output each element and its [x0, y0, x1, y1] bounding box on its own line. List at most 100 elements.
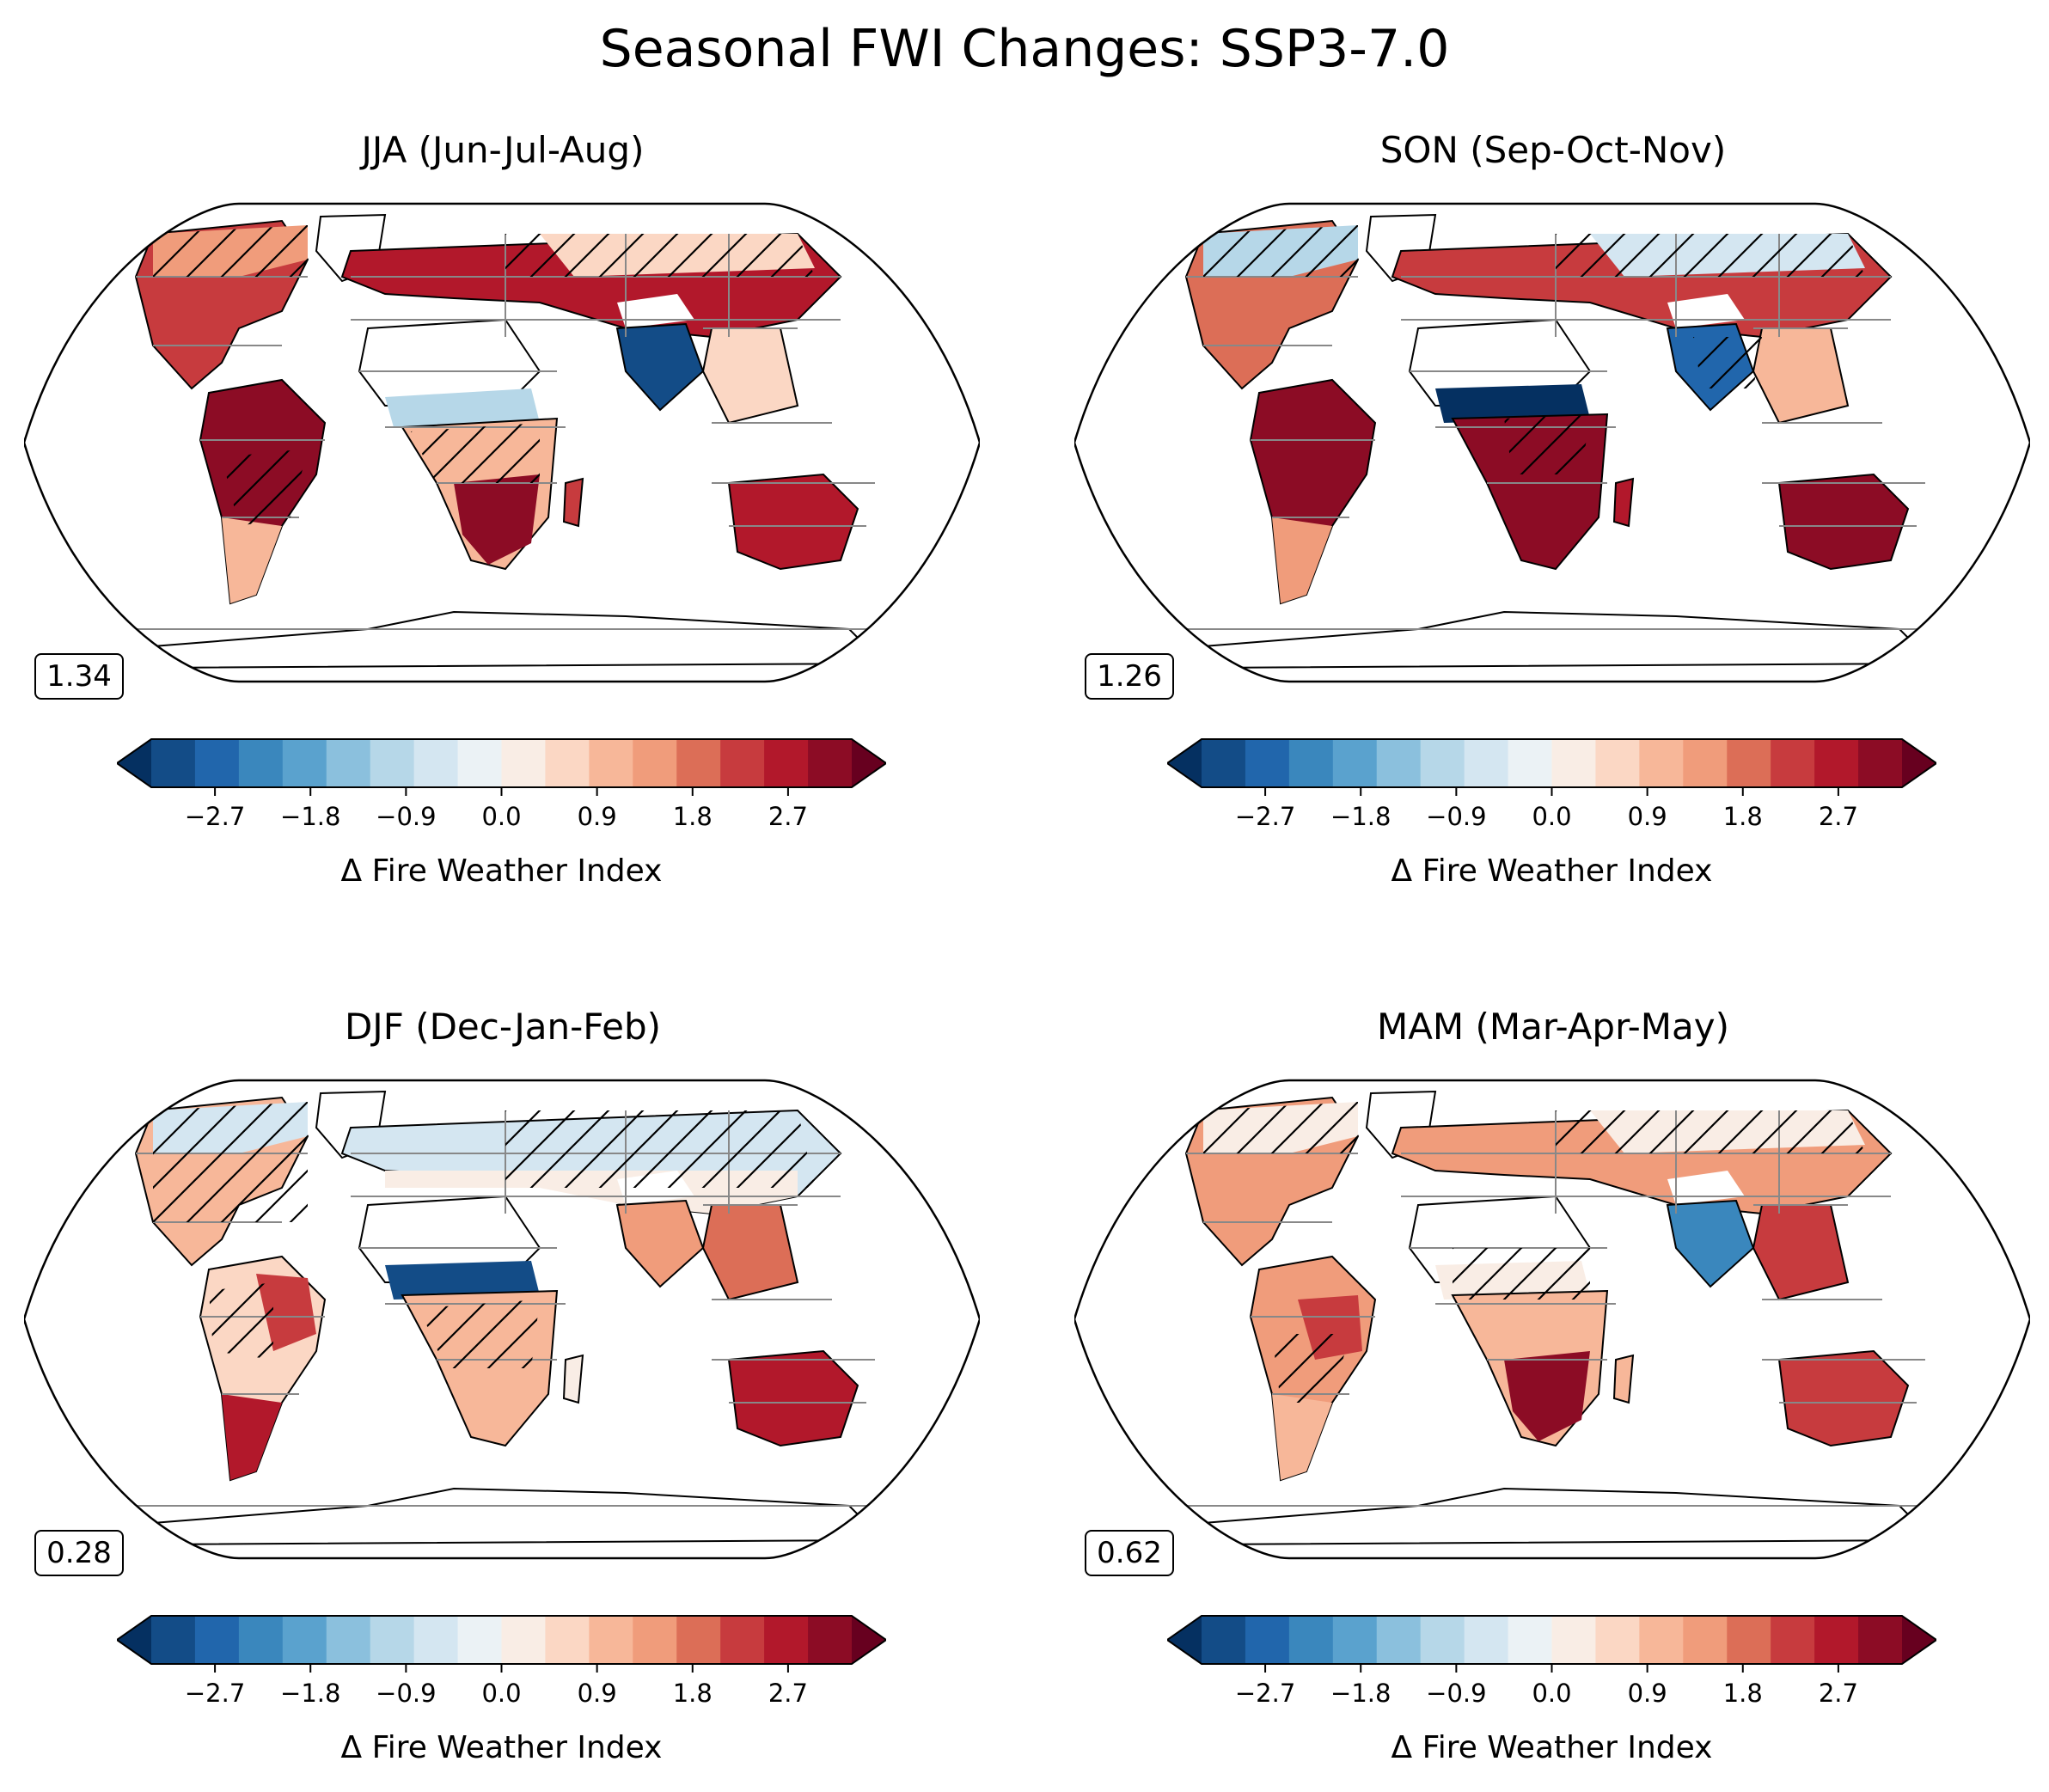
- map-border: [1074, 1079, 2030, 1560]
- colorbar-tick-label: −0.9: [1426, 802, 1486, 831]
- colorbar-tick-label: 1.8: [673, 802, 713, 831]
- global-mean-box: 0.62: [1085, 1530, 1174, 1576]
- colorbar-extend-low: [1167, 1616, 1202, 1664]
- colorbar-tick-label: 0.9: [578, 802, 617, 831]
- south-africa-core: [1504, 1351, 1590, 1441]
- colorbar-tick-label: −2.7: [185, 802, 245, 831]
- colorbar-tick-label: −2.7: [1235, 1679, 1295, 1708]
- colorbar-segment: [1858, 739, 1903, 787]
- colorbar-segment: [326, 739, 371, 787]
- colorbar-segment: [501, 739, 547, 787]
- colorbar-segment: [282, 1616, 327, 1664]
- colorbar-segment: [1771, 1616, 1815, 1664]
- global-mean-box: 1.26: [1085, 653, 1174, 700]
- colorbar-label: Δ Fire Weather Index: [1391, 1730, 1713, 1765]
- colorbar-tick-label: 0.0: [481, 802, 521, 831]
- colorbar-segment: [1420, 1616, 1465, 1664]
- colorbar-segment: [676, 1616, 721, 1664]
- colorbar-segment: [1202, 739, 1246, 787]
- colorbar-segment: [1639, 1616, 1684, 1664]
- colorbar-segment: [545, 1616, 590, 1664]
- global-mean-box: 1.34: [34, 653, 124, 700]
- colorbar-extend-low: [1167, 739, 1202, 787]
- se-asia: [1752, 327, 1850, 425]
- australia: [1777, 1349, 1910, 1447]
- antarctica: [143, 610, 886, 670]
- colorbar-tick-label: 0.0: [1532, 802, 1571, 831]
- hatching-overlay: [1203, 1102, 1865, 1403]
- south-asia: [1666, 1199, 1755, 1288]
- colorbar-extend-low: [117, 739, 151, 787]
- colorbar-segment: [1245, 739, 1290, 787]
- colorbar-segment: [501, 1616, 547, 1664]
- colorbar-segment: [1551, 739, 1597, 787]
- colorbar-segment: [151, 739, 196, 787]
- patagonia: [222, 1394, 282, 1480]
- world-map: [24, 1079, 980, 1560]
- colorbar-segment: [1508, 739, 1553, 787]
- global-mean-box: 0.28: [34, 1530, 124, 1576]
- colorbar-tick-label: 0.9: [578, 1679, 617, 1708]
- sahel: [385, 388, 540, 427]
- australia: [1777, 473, 1910, 571]
- south-asia: [615, 1199, 705, 1288]
- madagascar: [562, 1354, 584, 1404]
- sahel: [385, 1261, 540, 1300]
- patagonia: [1272, 1394, 1332, 1480]
- colorbar-segment: [633, 739, 677, 787]
- map-border: [24, 202, 980, 683]
- colorbar-extend-high: [1902, 739, 1936, 787]
- colorbar-segment: [1508, 1616, 1553, 1664]
- colorbar-segment: [808, 1616, 853, 1664]
- sahel: [1435, 384, 1590, 423]
- colorbar-segment: [676, 739, 721, 787]
- se-asia: [701, 327, 799, 425]
- panel-mam: MAM (Mar-Apr-May): [1050, 877, 2049, 1765]
- colorbar-segment: [194, 739, 240, 787]
- colorbar-tick-label: −1.8: [280, 1679, 340, 1708]
- panel-title: DJF (Dec-Jan-Feb): [344, 1006, 662, 1048]
- colorbar-segment: [1771, 739, 1815, 787]
- madagascar: [562, 477, 584, 528]
- world-map: [1074, 202, 2030, 683]
- colorbar-outline: [117, 1615, 886, 1665]
- colorbar: −2.7 −1.8 −0.9 0.0 0.9 1.8 2.7: [1167, 1615, 1936, 1708]
- colorbar-segment: [720, 1616, 765, 1664]
- panel-son: SON (Sep-Oct-Nov): [1050, 0, 2049, 889]
- colorbar-extend-high: [1902, 1616, 1936, 1664]
- colorbar-segment: [1814, 739, 1859, 787]
- colorbar-tick-label: −1.8: [1330, 1679, 1391, 1708]
- map-border: [1074, 202, 2030, 683]
- colorbar-segment: [1814, 1616, 1859, 1664]
- colorbar-segment: [1595, 1616, 1640, 1664]
- colorbar-segment: [1288, 739, 1334, 787]
- colorbar-segment: [545, 739, 590, 787]
- colorbar-tick-label: −2.7: [1235, 802, 1295, 831]
- colorbar-segment: [370, 739, 415, 787]
- colorbar-tick-label: 0.9: [1628, 802, 1667, 831]
- colorbar-extend-high: [852, 739, 886, 787]
- hatching-overlay: [153, 225, 815, 526]
- colorbar-segment: [413, 1616, 459, 1664]
- colorbar-tick-label: −1.8: [280, 802, 340, 831]
- colorbar-tick-label: 2.7: [1819, 802, 1858, 831]
- colorbar-segment: [1332, 1616, 1378, 1664]
- colorbar-segment: [413, 739, 459, 787]
- colorbar-segment: [1332, 739, 1378, 787]
- colorbar-segment: [370, 1616, 415, 1664]
- colorbar-extend-low: [117, 1616, 151, 1664]
- colorbar-segment: [1639, 739, 1684, 787]
- antarctica: [1193, 1487, 1936, 1546]
- colorbar-segment: [194, 1616, 240, 1664]
- colorbar-outline: [1167, 738, 1936, 788]
- colorbar-segment: [1376, 1616, 1422, 1664]
- australia: [727, 1349, 859, 1447]
- colorbar-segment: [457, 739, 503, 787]
- colorbar-segment: [633, 1616, 677, 1664]
- colorbar-outline: [1167, 1615, 1936, 1665]
- antarctica: [143, 1487, 886, 1546]
- hatching-overlay: [153, 1102, 815, 1368]
- colorbar-label: Δ Fire Weather Index: [1391, 853, 1713, 889]
- patagonia: [1272, 517, 1332, 603]
- colorbar-segment: [326, 1616, 371, 1664]
